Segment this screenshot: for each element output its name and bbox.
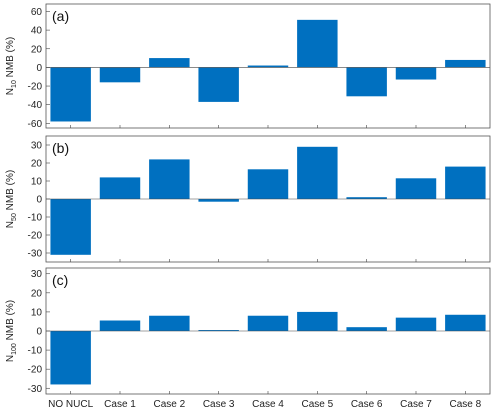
bar-no-nucl — [50, 331, 91, 385]
bar-case-7 — [395, 67, 437, 80]
bar-case-5 — [297, 311, 338, 331]
bar-no-nucl — [50, 67, 91, 122]
bar-case-3 — [198, 330, 239, 331]
y-tick-label: 10 — [31, 177, 43, 188]
bar-case-3 — [198, 67, 239, 102]
y-tick-label: 0 — [36, 195, 42, 206]
panel-label: (b) — [52, 140, 69, 156]
bar-case-6 — [346, 67, 387, 97]
bar-case-2 — [149, 315, 190, 331]
y-tick-label: -40 — [28, 100, 43, 111]
bar-case-5 — [297, 146, 338, 199]
bar-case-8 — [445, 166, 486, 199]
y-tick-label: 10 — [31, 307, 43, 318]
panel-3: -30 -20 -10 0 10 20 30 NO NUCL Case 1 Case 2 Case … — [5, 267, 491, 410]
y-tick-label: -10 — [28, 346, 43, 357]
x-tick-label: Case 8 — [449, 399, 481, 410]
panel-label: (a) — [52, 8, 69, 24]
y-axis-label: N50 NMB (%) — [5, 170, 18, 228]
y-tick-label: 0 — [36, 63, 42, 74]
y-tick-label: -20 — [28, 365, 43, 376]
x-tick-label: Case 3 — [203, 399, 235, 410]
bar-case-4 — [247, 169, 289, 199]
y-tick-label: -30 — [28, 384, 43, 395]
x-tick-label: Case 7 — [400, 399, 432, 410]
x-tick-label: NO NUCL — [48, 399, 93, 410]
x-tick-label: Case 2 — [153, 399, 185, 410]
x-tick-label: Case 1 — [104, 399, 136, 410]
y-tick-label: 60 — [31, 7, 43, 18]
y-tick-label: 20 — [31, 44, 43, 55]
bar-case-5 — [297, 19, 338, 68]
x-tick-label: Case 4 — [252, 399, 284, 410]
panel-label: (c) — [52, 272, 68, 288]
bar-case-1 — [99, 67, 141, 83]
x-tick-label: Case 6 — [351, 399, 383, 410]
bar-case-7 — [395, 317, 437, 331]
bar-case-2 — [149, 159, 190, 199]
bar-case-4 — [247, 65, 289, 68]
y-tick-label: 20 — [31, 159, 43, 170]
bar-case-3 — [198, 199, 239, 202]
bar-case-1 — [99, 320, 141, 331]
y-tick-label: -20 — [28, 82, 43, 93]
y-tick-label: -20 — [28, 231, 43, 242]
bar-case-1 — [99, 177, 141, 199]
y-tick-label: -10 — [28, 213, 43, 224]
y-tick-label: 30 — [31, 141, 43, 152]
bar-case-7 — [395, 178, 437, 199]
bar-case-8 — [445, 59, 486, 68]
y-tick-label: 20 — [31, 288, 43, 299]
bar-no-nucl — [50, 199, 91, 255]
y-tick-label: 40 — [31, 26, 43, 37]
bar-case-6 — [346, 327, 387, 331]
panel-2: -30 -20 -10 0 10 20 30 (b) N50 NMB (%) — [5, 135, 491, 263]
bar-case-6 — [346, 197, 387, 199]
y-tick-label: -60 — [28, 119, 43, 130]
bar-case-4 — [247, 315, 289, 331]
x-tick-label: Case 5 — [301, 399, 333, 410]
bar-case-8 — [445, 314, 486, 331]
y-tick-label: 30 — [31, 269, 43, 280]
y-axis-label: N10 NMB (%) — [5, 37, 18, 95]
panel-1: -60 -40 -20 0 20 40 60 (a) N10 NMB (%) — [5, 3, 491, 130]
y-tick-label: -30 — [28, 249, 43, 260]
bar-case-2 — [149, 58, 190, 68]
y-axis-label: N100 NMB (%) — [5, 300, 18, 362]
y-tick-label: 0 — [36, 327, 42, 338]
